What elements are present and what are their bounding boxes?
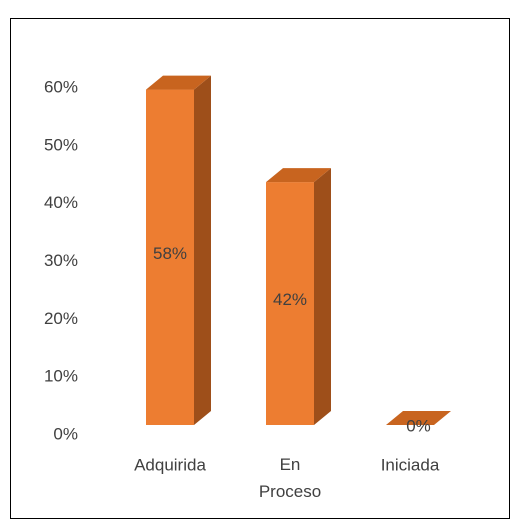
y-tick-label: 40% <box>44 193 78 212</box>
x-tick-label: Adquirida <box>134 455 206 474</box>
bar-side <box>314 168 331 425</box>
y-tick-label: 10% <box>44 367 78 386</box>
bar-top <box>386 411 451 425</box>
bar-top <box>146 75 211 90</box>
bar <box>146 75 211 426</box>
bar-side <box>194 75 211 426</box>
y-tick-label: 50% <box>44 135 78 154</box>
data-label: 42% <box>273 290 307 309</box>
x-tick-label: En Proceso <box>259 455 321 501</box>
y-tick-label: 30% <box>44 251 78 270</box>
bar-front <box>146 89 194 426</box>
chart-frame <box>10 18 510 519</box>
bar-top <box>266 168 331 183</box>
x-tick-label: Iniciada <box>381 455 440 474</box>
y-tick-label: 60% <box>44 77 78 96</box>
bar-front <box>266 182 314 425</box>
y-tick-label: 20% <box>44 309 78 328</box>
data-label: 58% <box>153 244 187 263</box>
data-label: 0% <box>406 416 431 435</box>
y-tick-label: 0% <box>53 424 78 443</box>
bar <box>386 411 451 425</box>
bar <box>266 168 331 425</box>
